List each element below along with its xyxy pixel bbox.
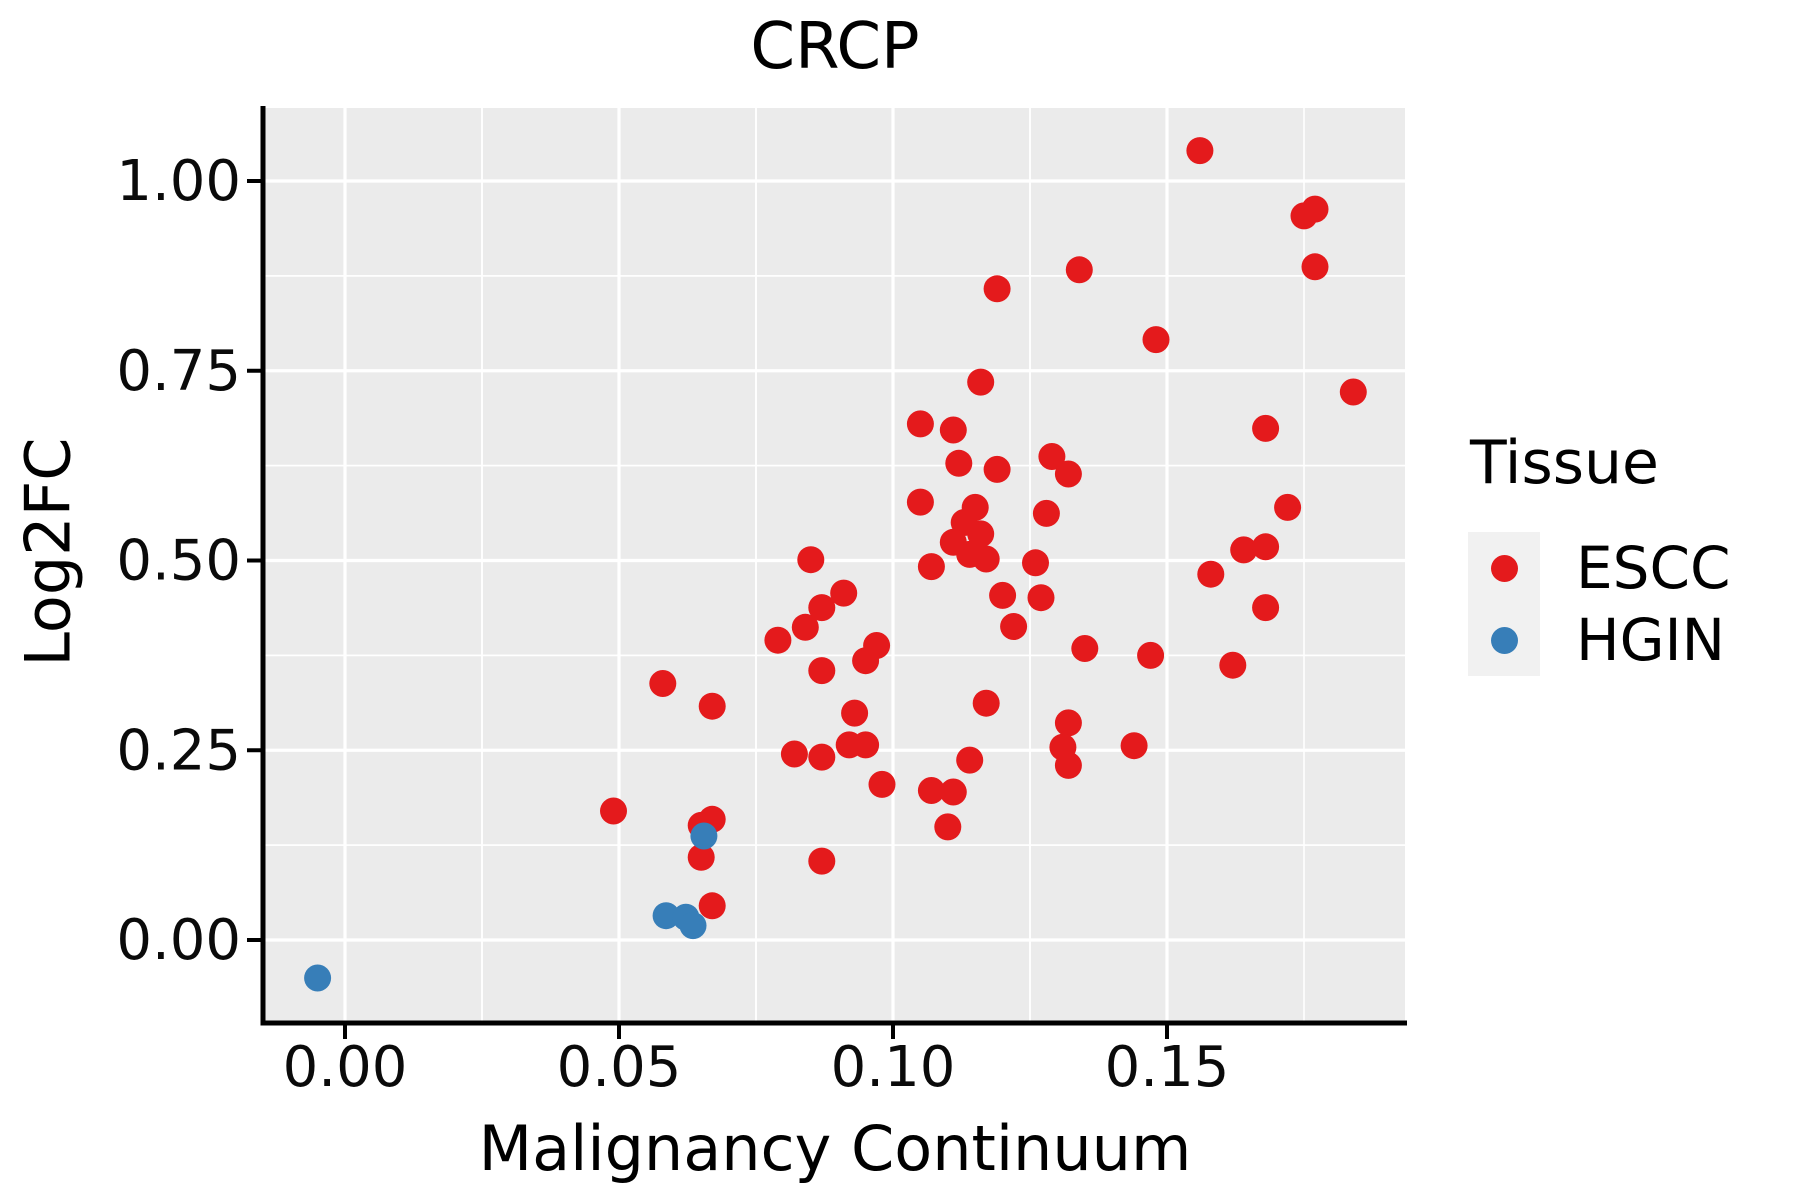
point-escc — [808, 594, 836, 622]
legend: Tissue ESCC HGIN — [1468, 428, 1730, 676]
y-tick-label: 0.75 — [116, 339, 241, 404]
point-escc — [791, 613, 819, 641]
point-escc — [906, 488, 934, 516]
point-escc — [841, 699, 869, 727]
point-escc — [972, 689, 1000, 717]
point-escc — [1142, 326, 1170, 354]
point-escc — [1301, 195, 1329, 223]
legend-key-escc — [1468, 532, 1540, 604]
point-escc — [852, 647, 880, 675]
x-tick-label: 0.00 — [283, 1035, 408, 1100]
point-escc — [1186, 137, 1214, 165]
point-escc — [808, 743, 836, 771]
x-tick-label: 0.05 — [557, 1035, 682, 1100]
legend-title: Tissue — [1470, 428, 1659, 498]
point-escc — [1120, 732, 1148, 760]
point-escc — [1071, 635, 1099, 662]
point-escc — [1252, 594, 1280, 622]
point-escc — [1219, 651, 1247, 679]
y-tick-label: 1.00 — [116, 149, 241, 214]
point-escc — [967, 368, 995, 396]
point-escc — [687, 843, 715, 871]
point-escc — [1054, 460, 1082, 488]
point-escc — [764, 626, 792, 654]
point-escc — [698, 892, 726, 920]
point-escc — [1027, 584, 1055, 612]
point-escc — [967, 520, 995, 548]
legend-item-escc: ESCC — [1468, 532, 1730, 604]
point-escc — [1054, 751, 1082, 779]
point-hgin — [652, 902, 680, 930]
point-escc — [939, 416, 967, 444]
point-escc — [649, 670, 677, 697]
legend-item-hgin: HGIN — [1468, 604, 1730, 676]
y-tick-label: 0.25 — [116, 718, 241, 783]
plot-title: CRCP — [750, 10, 920, 84]
point-escc — [1252, 533, 1280, 561]
point-escc — [830, 579, 858, 607]
point-escc — [983, 275, 1011, 303]
point-escc — [808, 847, 836, 875]
point-escc — [808, 657, 836, 685]
point-escc — [1000, 613, 1028, 640]
x-axis-title: Malignancy Continuum — [478, 1112, 1192, 1185]
legend-label-hgin: HGIN — [1576, 606, 1726, 674]
point-escc — [852, 731, 880, 759]
y-axis-title: Log2FC — [11, 437, 85, 667]
point-escc — [1339, 378, 1367, 406]
point-escc — [934, 813, 962, 841]
point-escc — [1054, 709, 1082, 737]
point-escc — [1065, 256, 1093, 284]
point-escc — [1022, 549, 1049, 577]
hgin-dot-icon — [1490, 626, 1518, 654]
point-escc — [1197, 560, 1225, 588]
legend-key-hgin — [1468, 604, 1540, 676]
escc-dot-icon — [1490, 554, 1518, 582]
point-hgin — [679, 912, 707, 940]
point-escc — [1274, 493, 1302, 521]
point-escc — [797, 546, 825, 574]
point-escc — [868, 770, 896, 798]
point-hgin — [304, 964, 332, 992]
point-escc — [939, 778, 967, 806]
point-escc — [989, 581, 1017, 609]
point-escc — [917, 777, 945, 804]
point-escc — [1137, 641, 1165, 669]
point-escc — [956, 746, 984, 774]
x-tick-label: 0.10 — [831, 1035, 956, 1100]
point-escc — [600, 797, 627, 825]
x-tick-label: 0.15 — [1105, 1035, 1230, 1100]
point-escc — [945, 449, 973, 477]
point-escc — [1301, 253, 1329, 281]
point-escc — [1230, 536, 1258, 564]
point-escc — [983, 455, 1011, 483]
point-escc — [698, 692, 726, 720]
y-tick-label: 0.50 — [116, 529, 241, 594]
point-escc — [780, 740, 808, 768]
y-tick-label: 0.00 — [116, 908, 241, 973]
point-escc — [1038, 443, 1066, 470]
point-hgin — [690, 822, 718, 850]
point-escc — [972, 545, 1000, 573]
plot-panel — [265, 108, 1405, 1021]
legend-label-escc: ESCC — [1576, 534, 1731, 602]
point-escc — [906, 410, 934, 438]
point-escc — [917, 553, 945, 581]
point-escc — [1032, 499, 1060, 527]
point-escc — [1252, 414, 1280, 442]
